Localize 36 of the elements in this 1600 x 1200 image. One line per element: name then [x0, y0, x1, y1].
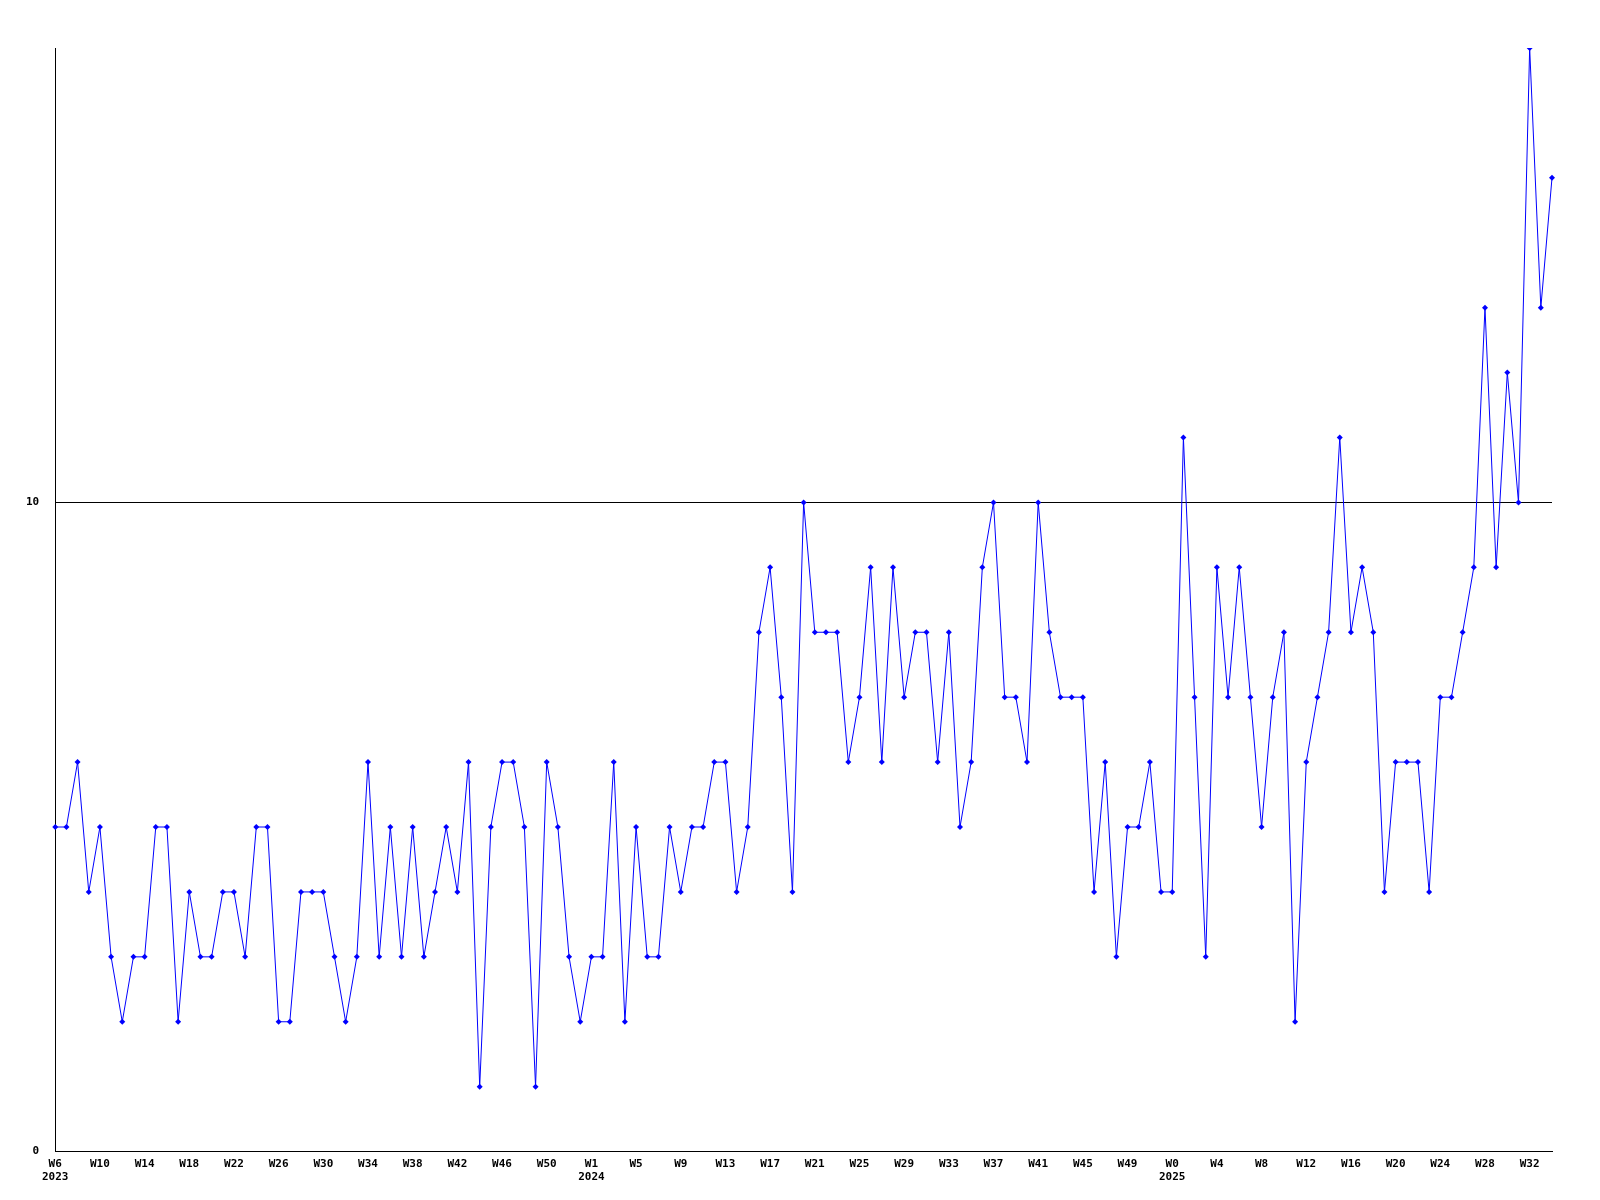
x-tick-label: W32 — [1519, 1157, 1540, 1171]
x-tick-label: W46 — [492, 1157, 513, 1171]
x-tick-label: W20 — [1385, 1157, 1406, 1171]
x-tick-label: W9 — [674, 1157, 688, 1171]
x-tick-label: W5 — [629, 1157, 643, 1171]
x-tick-label: W12 — [1296, 1157, 1317, 1171]
x-tick-label: W6 2023 — [42, 1157, 69, 1184]
x-tick-label: W25 — [849, 1157, 870, 1171]
x-tick-label: W14 — [134, 1157, 155, 1171]
x-tick-label: W29 — [894, 1157, 915, 1171]
x-tick-label: W17 — [760, 1157, 781, 1171]
x-tick-label: W24 — [1430, 1157, 1451, 1171]
x-tick-label: W8 — [1254, 1157, 1269, 1171]
x-tick-label: W1 2024 — [578, 1157, 606, 1184]
x-tick-label: W26 — [268, 1157, 289, 1171]
x-tick-label: W49 — [1117, 1157, 1138, 1171]
x-tick-label: W28 — [1475, 1157, 1495, 1171]
x-tick-label: W42 — [447, 1157, 468, 1171]
x-tick-label: W30 — [313, 1157, 334, 1171]
x-tick-label: W34 — [358, 1157, 379, 1171]
x-tick-label: W50 — [536, 1157, 557, 1171]
y-tick-label: 0 — [32, 1144, 40, 1158]
x-tick-label: W37 — [983, 1157, 1004, 1171]
x-tick-label: W16 — [1341, 1157, 1362, 1171]
x-tick-label: W38 — [402, 1157, 423, 1171]
x-tick-label: W21 — [804, 1157, 826, 1171]
x-tick-label: W45 — [1072, 1157, 1093, 1171]
x-tick-label: W22 — [224, 1157, 244, 1171]
x-tick-label: W10 — [89, 1157, 110, 1171]
x-tick-label: W4 — [1210, 1157, 1224, 1171]
x-tick-label: W41 — [1028, 1157, 1049, 1171]
x-tick-label: W18 — [179, 1157, 200, 1171]
x-tick-label: W33 — [938, 1157, 959, 1171]
x-tick-label: W0 2025 — [1158, 1157, 1186, 1184]
x-tick-label: W13 — [715, 1157, 736, 1171]
y-tick-label: 10 — [26, 495, 40, 509]
